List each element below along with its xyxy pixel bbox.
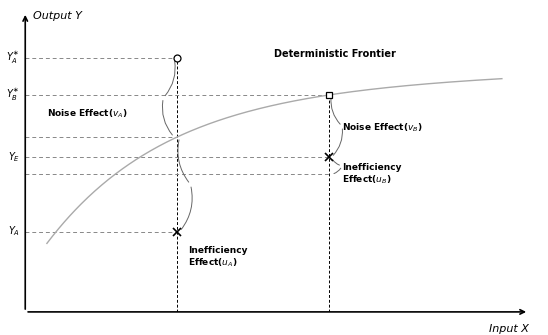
Text: $Y_{A}$: $Y_{A}$ xyxy=(8,225,20,239)
Text: Noise Effect($v_A$): Noise Effect($v_A$) xyxy=(47,108,127,120)
Text: Output Y: Output Y xyxy=(33,10,82,20)
Text: $Y_{E}$: $Y_{E}$ xyxy=(8,150,20,164)
Text: Noise Effect($v_B$): Noise Effect($v_B$) xyxy=(342,122,423,134)
Text: Deterministic Frontier: Deterministic Frontier xyxy=(275,49,396,59)
Text: Inefficiency
Effect($u_A$): Inefficiency Effect($u_A$) xyxy=(188,246,247,269)
Text: Input X: Input X xyxy=(489,324,529,334)
Text: Inefficiency
Effect($u_B$): Inefficiency Effect($u_B$) xyxy=(342,163,402,186)
Text: $Y^{\ast}_{A}$: $Y^{\ast}_{A}$ xyxy=(6,50,20,66)
Text: $Y^{\ast}_{B}$: $Y^{\ast}_{B}$ xyxy=(6,87,20,103)
